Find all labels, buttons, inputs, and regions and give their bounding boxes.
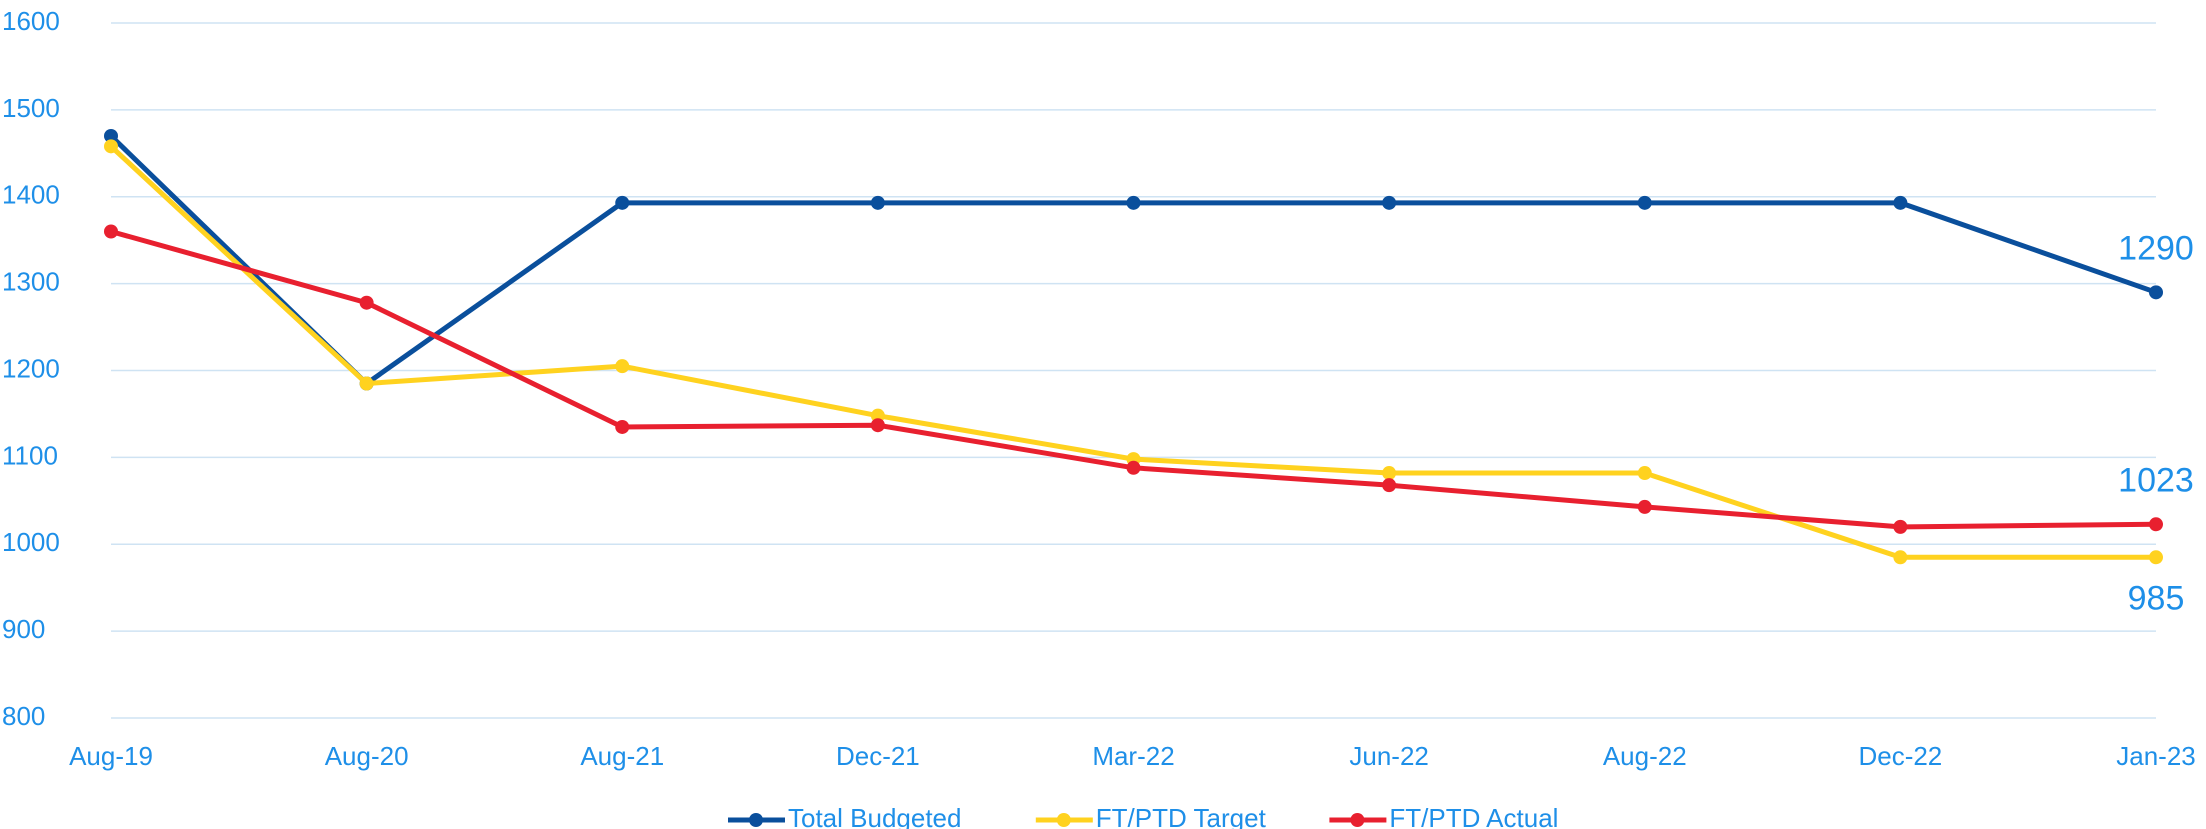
- data-label: 1290: [2118, 229, 2194, 267]
- x-tick-label: Dec-21: [836, 741, 920, 771]
- data-point: [359, 376, 374, 391]
- data-point: [104, 139, 118, 154]
- data-label: 985: [2128, 579, 2185, 617]
- y-tick-label: 1200: [2, 353, 60, 383]
- data-point: [1893, 519, 1908, 534]
- y-tick-label: 1400: [2, 180, 60, 210]
- data-point: [615, 359, 630, 374]
- data-point: [104, 224, 118, 239]
- data-point: [1893, 195, 1908, 210]
- y-tick-label: 1100: [2, 440, 58, 470]
- y-tick-label: 900: [2, 614, 45, 644]
- data-point: [104, 128, 118, 143]
- data-point: [1637, 195, 1652, 210]
- y-tick-label: 1300: [2, 267, 60, 297]
- x-tick-label: Dec-22: [1858, 741, 1942, 771]
- data-point: [870, 418, 885, 433]
- data-point: [870, 195, 885, 210]
- data-point: [1637, 466, 1652, 481]
- y-tick-label: 800: [2, 701, 45, 731]
- x-tick-label: Aug-22: [1603, 741, 1687, 771]
- series-line: [109, 134, 2157, 387]
- data-point: [1126, 460, 1141, 475]
- x-tick-label: Aug-20: [325, 741, 409, 771]
- legend-marker: [749, 813, 763, 827]
- legend-label: FT/PTD Actual: [1389, 803, 1558, 829]
- y-tick-label: 1000: [2, 527, 60, 557]
- data-point: [1126, 195, 1141, 210]
- data-point: [1893, 550, 1908, 565]
- data-point: [2149, 285, 2163, 300]
- legend-marker: [1350, 813, 1365, 827]
- data-point: [1637, 499, 1652, 514]
- x-tick-label: Aug-21: [580, 741, 664, 771]
- legend-marker: [1056, 813, 1071, 827]
- data-point: [1382, 466, 1397, 481]
- data-point: [615, 419, 630, 434]
- y-tick-label: 1500: [2, 93, 60, 123]
- data-point: [2149, 550, 2163, 565]
- x-tick-label: Aug-19: [69, 741, 153, 771]
- x-tick-label: Mar-22: [1092, 741, 1174, 771]
- x-tick-label: Jan-23: [2116, 741, 2196, 771]
- legend-label: FT/PTD Target: [1096, 803, 1267, 829]
- y-tick-label: 1600: [2, 6, 60, 36]
- data-label: 1023: [2118, 461, 2194, 499]
- data-point: [2149, 517, 2163, 532]
- data-point: [1382, 195, 1397, 210]
- x-tick-label: Jun-22: [1349, 741, 1429, 771]
- data-point: [1382, 478, 1397, 493]
- data-point: [615, 195, 630, 210]
- legend-label: Total Budgeted: [788, 803, 961, 829]
- data-point: [359, 295, 374, 310]
